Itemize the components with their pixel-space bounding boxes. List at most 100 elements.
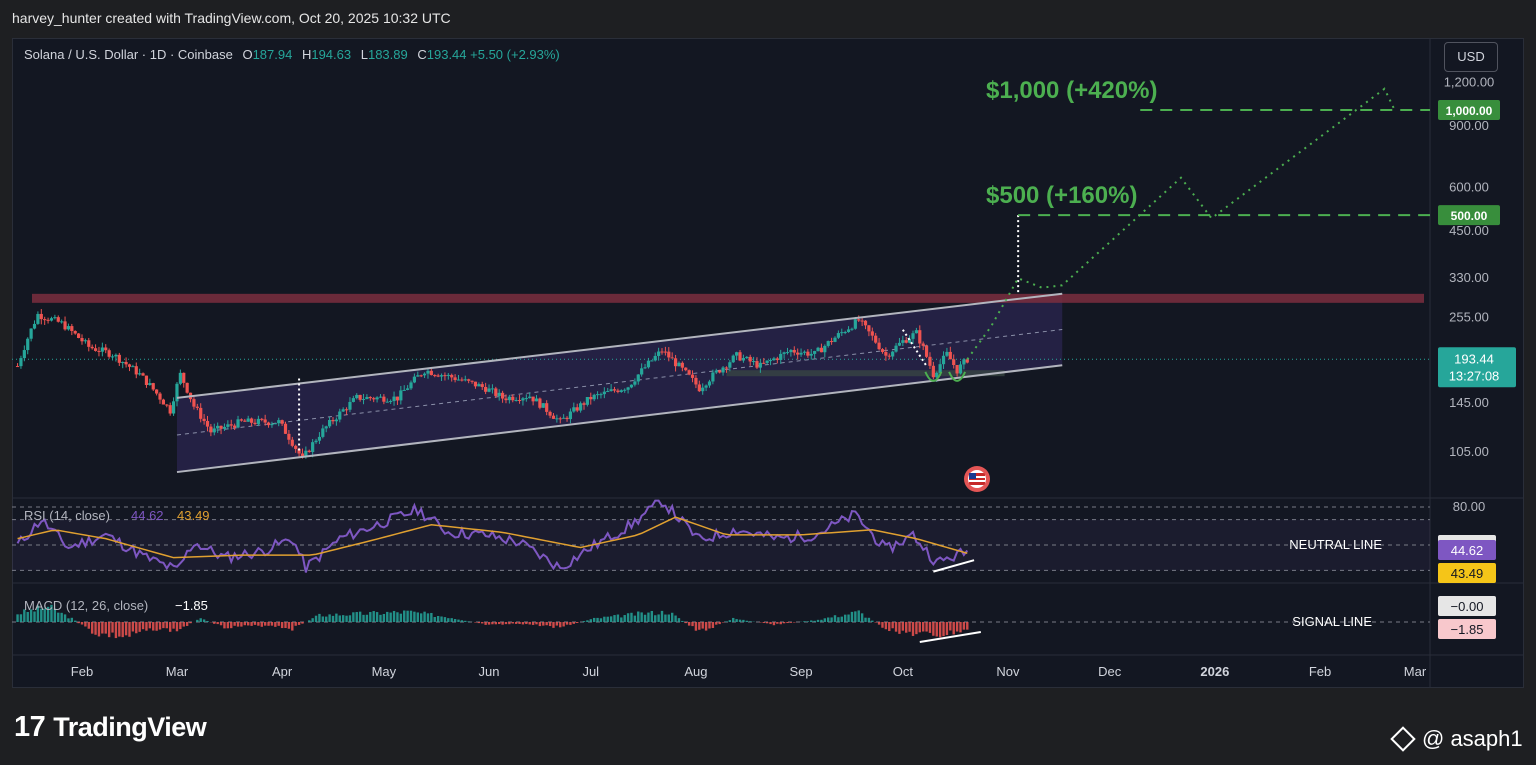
candle — [870, 331, 874, 336]
macd-histogram-bar — [396, 612, 399, 622]
candle — [270, 423, 274, 426]
macd-histogram-bar — [379, 614, 382, 622]
candle — [453, 377, 457, 381]
candle — [446, 374, 450, 376]
candle — [253, 422, 257, 424]
candle — [185, 382, 189, 393]
macd-histogram-bar — [250, 622, 253, 626]
time-tick-label: May — [372, 664, 397, 679]
macd-histogram-bar — [860, 613, 864, 622]
candle — [857, 319, 861, 321]
candle — [830, 341, 834, 343]
macd-histogram-bar — [599, 618, 603, 622]
candle — [623, 389, 627, 391]
macd-histogram-bar — [172, 622, 175, 629]
macd-histogram-bar — [776, 622, 779, 624]
macd-histogram-bar — [196, 619, 199, 622]
candle — [758, 362, 762, 368]
candle — [460, 379, 464, 381]
macd-histogram-bar — [837, 617, 840, 622]
candle — [361, 399, 366, 401]
macd-histogram-bar — [202, 619, 206, 622]
rsi-ma-badge — [1438, 563, 1496, 583]
rsi-ma-value: 43.49 — [177, 508, 210, 523]
candle — [246, 418, 250, 422]
macd-histogram-bar — [609, 616, 613, 622]
candle — [772, 358, 776, 361]
macd-histogram-bar — [718, 622, 721, 625]
candle — [891, 351, 895, 357]
macd-histogram-bar — [67, 618, 70, 622]
macd-histogram-bar — [810, 620, 813, 622]
macd-histogram-bar — [318, 613, 321, 622]
candle — [56, 317, 60, 322]
time-tick-label: Apr — [272, 664, 293, 679]
candle — [562, 417, 566, 419]
tradingview-logo[interactable]: 17 TradingView — [14, 711, 207, 744]
candle — [555, 418, 559, 420]
candle — [90, 346, 94, 349]
macd-histogram-bar — [138, 622, 141, 632]
candle — [965, 359, 969, 363]
macd-histogram-bar — [613, 615, 616, 622]
candle — [46, 319, 50, 321]
candle — [707, 381, 712, 386]
candle — [175, 383, 179, 402]
candle — [874, 335, 878, 343]
rsi-pane: RSI (14, close) 44.62 43.49 NEUTRAL LINE — [12, 499, 1430, 573]
macd-histogram-bar — [921, 622, 925, 632]
symbol-legend[interactable]: Solana / U.S. Dollar · 1D · Coinbase O18… — [24, 47, 560, 62]
macd-histogram-bar — [664, 614, 667, 622]
candle — [117, 354, 121, 363]
candle — [684, 367, 688, 371]
macd-histogram-bar — [545, 622, 548, 626]
rsi-tick-label: 80.00 — [1453, 499, 1486, 514]
candle — [816, 347, 820, 351]
pullback-marker — [901, 329, 928, 367]
macd-histogram-bar — [413, 611, 416, 622]
macd-histogram-bar — [555, 622, 559, 626]
macd-histogram-bar — [335, 613, 338, 622]
macd-histogram-bar — [918, 622, 921, 633]
candle — [114, 354, 118, 357]
macd-histogram-bar — [572, 622, 576, 624]
macd-histogram-bar — [460, 620, 464, 622]
candle — [670, 357, 674, 359]
candle — [941, 355, 946, 365]
candle — [192, 399, 196, 407]
macd-histogram-bar — [331, 615, 335, 622]
macd-value-badge-label: −1.85 — [1451, 622, 1484, 637]
macd-histogram-bar — [280, 622, 284, 629]
price-tick-label: 105.00 — [1449, 444, 1489, 459]
candle — [796, 352, 800, 355]
macd-histogram-bar — [898, 622, 901, 634]
currency-button[interactable]: USD — [1444, 42, 1498, 72]
candle — [331, 419, 335, 422]
candle — [80, 337, 84, 342]
grid-layer — [12, 38, 1524, 688]
time-tick-label: Mar — [1404, 664, 1427, 679]
candle — [416, 375, 420, 377]
macd-histogram-bar — [308, 620, 311, 622]
flag-icon[interactable] — [964, 466, 990, 492]
price-tick-label: 255.00 — [1449, 309, 1489, 324]
macd-histogram-bar — [813, 620, 816, 622]
macd-histogram-bar — [430, 612, 433, 622]
rsi-divergence-line — [933, 559, 975, 573]
candle — [667, 351, 671, 358]
target-500-label: $500 (+160%) — [986, 182, 1137, 209]
candle — [884, 351, 888, 356]
macd-histogram-bar — [928, 622, 932, 633]
macd-histogram-bar — [162, 622, 165, 629]
candle — [745, 356, 749, 359]
candle — [823, 345, 827, 353]
candle — [148, 383, 152, 385]
candle — [467, 379, 471, 381]
candle — [317, 436, 322, 441]
candle — [490, 388, 495, 390]
macd-histogram-bar — [77, 622, 80, 624]
candle — [66, 326, 71, 330]
candle — [948, 351, 952, 360]
macd-histogram-bar — [881, 622, 884, 628]
